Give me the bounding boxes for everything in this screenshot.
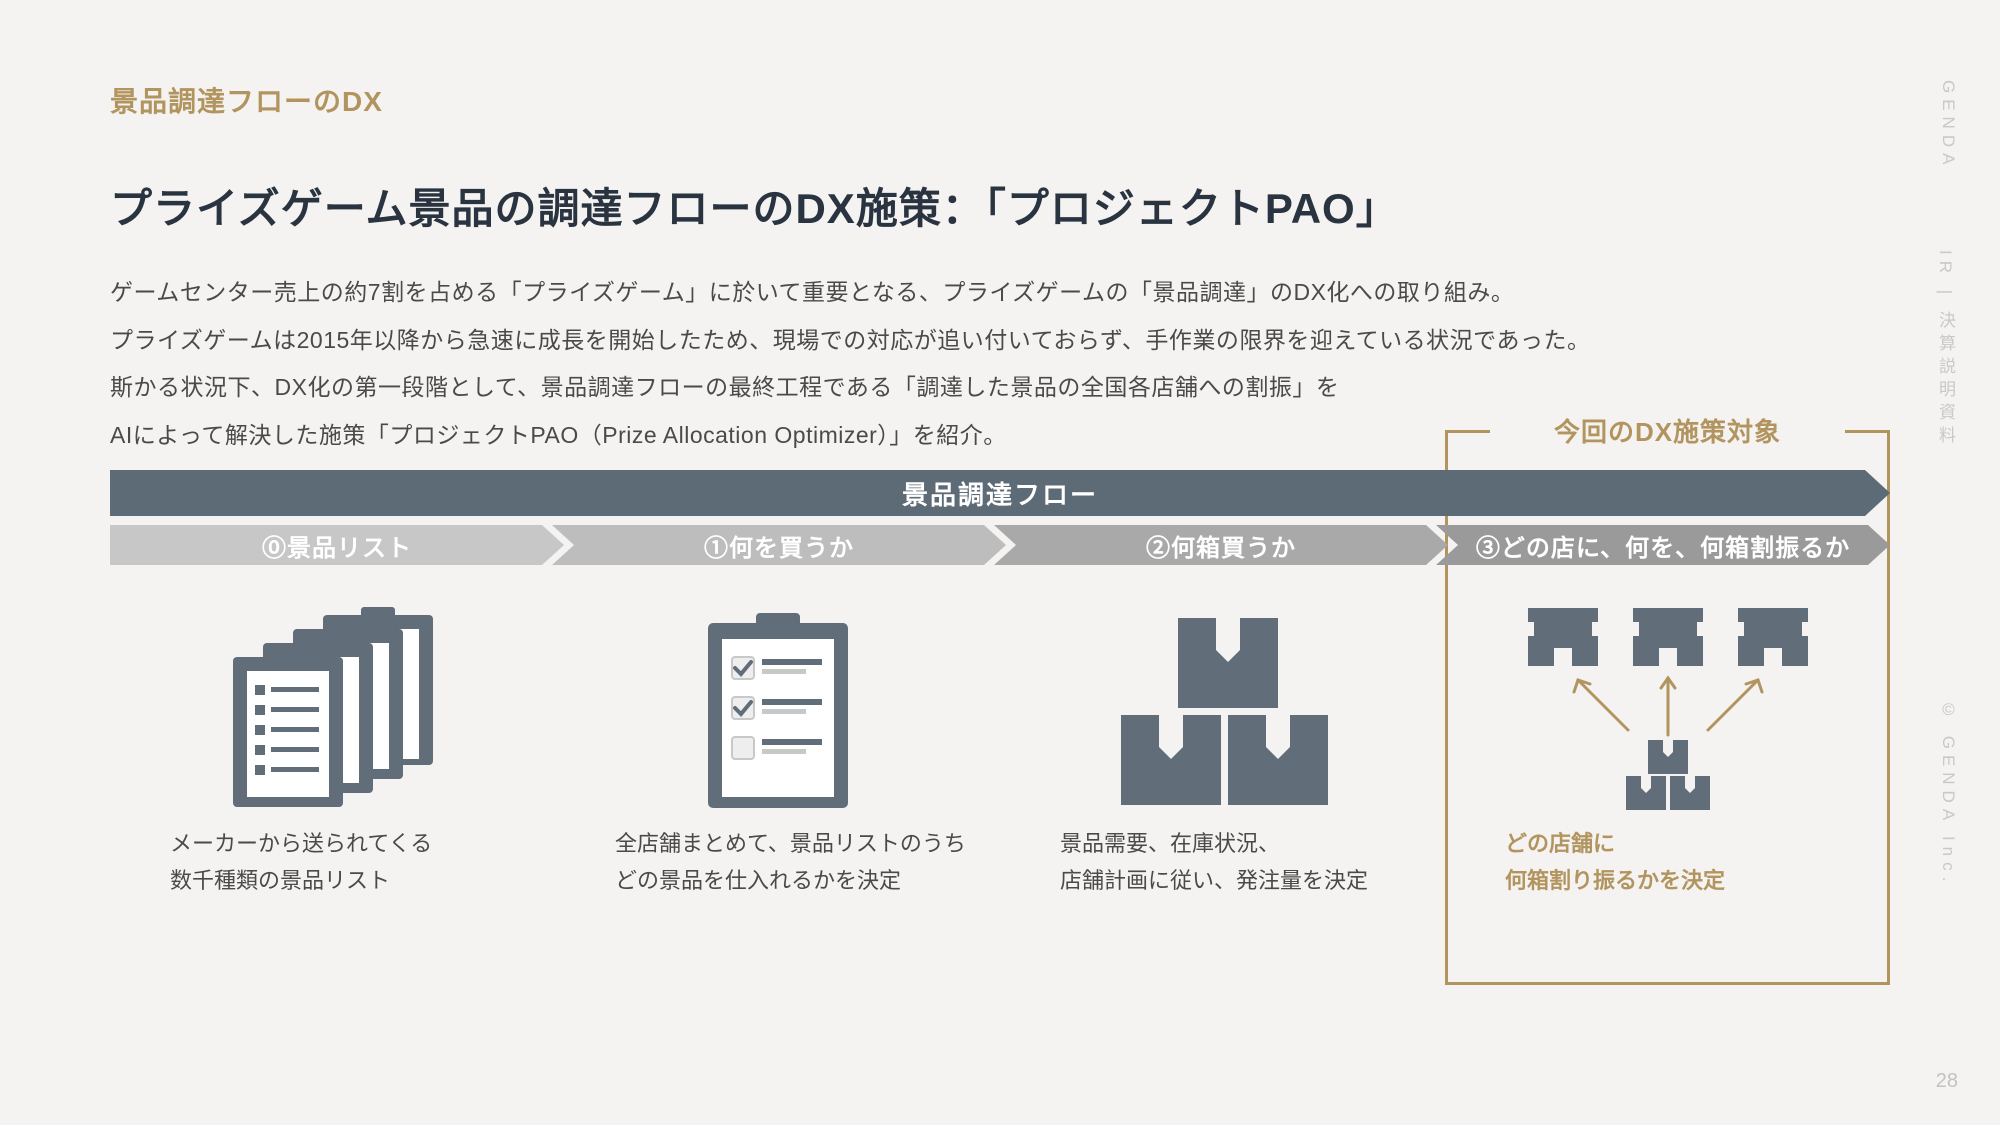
flow-col-3: どの店舗に 何箱割り振るかを決定: [1445, 600, 1890, 1000]
flow-step-0: ⓪景品リスト: [110, 525, 564, 565]
flow-step-0-label: ⓪景品リスト: [262, 528, 412, 563]
highlight-label: 今回のDX施策対象: [1554, 417, 1781, 447]
flow-step-1-label: ①何を買うか: [704, 528, 854, 563]
flow-col-2: 景品需要、在庫状況、 店舗計画に従い、発注量を決定: [1000, 600, 1445, 1000]
flow-col-2-l1: 景品需要、在庫状況、: [1060, 825, 1425, 862]
flow-step-2-label: ②何箱買うか: [1146, 528, 1296, 563]
body-p2: プライズゲームは2015年以降から急速に成長を開始したため、現場での対応が追い付…: [110, 319, 1890, 363]
flow-col-1-text: 全店舗まとめて、景品リストのうち どの景品を仕入れるかを決定: [575, 815, 980, 900]
flow-col-0-l1: メーカーから送られてくる: [170, 825, 535, 862]
side-doc: IR | 決算説明資料: [1933, 250, 1958, 449]
flow-col-1: 全店舗まとめて、景品リストのうち どの景品を仕入れるかを決定: [555, 600, 1000, 1000]
flow-col-0-l2: 数千種類の景品リスト: [170, 862, 535, 899]
page-title: プライズゲーム景品の調達フローのDX施策：「プロジェクトPAO」: [110, 175, 1890, 236]
flow-col-1-l2: どの景品を仕入れるかを決定: [615, 862, 980, 899]
flow-title-bar: 景品調達フロー: [110, 470, 1890, 516]
clipboard-stack-icon: [130, 600, 535, 815]
body-p3: 斯かる状況下、DX化の第一段階として、景品調達フローの最終工程である「調達した景…: [110, 366, 1890, 410]
body-p1: ゲームセンター売上の約7割を占める「プライズゲーム」に於いて重要となる、プライズ…: [110, 271, 1890, 315]
flow-col-0-text: メーカーから送られてくる 数千種類の景品リスト: [130, 815, 535, 900]
flow-columns: メーカーから送られてくる 数千種類の景品リスト: [110, 600, 1890, 1000]
flow-steps: ⓪景品リスト ①何を買うか ②何箱買うか ③どの店に、何を、何箱割振るか: [110, 525, 1890, 565]
boxes-icon: [1020, 600, 1425, 815]
checklist-clipboard-icon: [575, 600, 980, 815]
flow-title: 景品調達フロー: [902, 475, 1098, 512]
flow-step-3-label: ③どの店に、何を、何箱割振るか: [1476, 528, 1850, 563]
flow-col-3-text: どの店舗に 何箱割り振るかを決定: [1465, 815, 1870, 900]
slide-page: GENDA IR | 決算説明資料 © GENDA Inc. 28 景品調達フロ…: [0, 0, 2000, 1125]
flow-step-3: ③どの店に、何を、何箱割振るか: [1436, 525, 1890, 565]
allocation-icon: [1465, 600, 1870, 815]
flow-step-2: ②何箱買うか: [994, 525, 1448, 565]
highlight-label-wrap: 今回のDX施策対象: [1490, 412, 1845, 449]
page-number: 28: [1936, 1070, 1958, 1093]
side-brand: GENDA: [1938, 80, 1958, 170]
flow-col-1-l1: 全店舗まとめて、景品リストのうち: [615, 825, 980, 862]
side-copyright: © GENDA Inc.: [1938, 700, 1958, 887]
flow-col-3-l1: どの店舗に: [1505, 825, 1870, 862]
flow-col-0: メーカーから送られてくる 数千種類の景品リスト: [110, 600, 555, 1000]
section-subtitle: 景品調達フローのDX: [110, 80, 1890, 120]
flow-step-1: ①何を買うか: [552, 525, 1006, 565]
flow-col-2-l2: 店舗計画に従い、発注量を決定: [1060, 862, 1425, 899]
flow-col-3-l2: 何箱割り振るかを決定: [1505, 862, 1870, 899]
flow-col-2-text: 景品需要、在庫状況、 店舗計画に従い、発注量を決定: [1020, 815, 1425, 900]
